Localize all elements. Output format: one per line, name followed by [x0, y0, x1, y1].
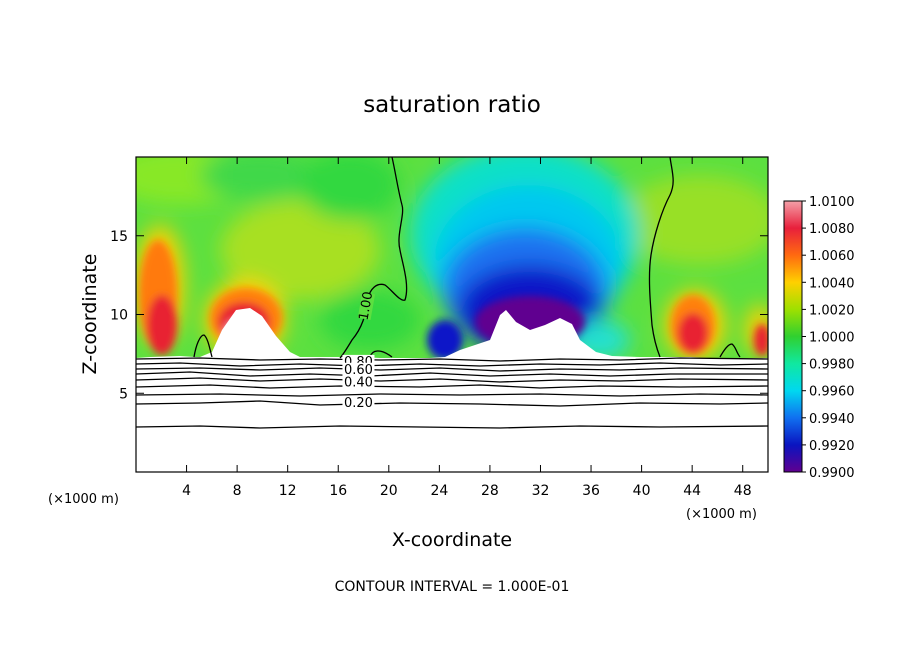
colorbar-label: 1.0100	[809, 195, 855, 210]
y-tick-label: 10	[110, 308, 128, 324]
colorbar-label: 1.0000	[809, 331, 855, 346]
x-tick-label: 32	[532, 483, 550, 499]
y-tick-label: 5	[119, 386, 128, 402]
x-tick-label: 28	[481, 483, 499, 499]
colorbar-label: 0.9980	[809, 358, 855, 373]
x-tick-label: 16	[329, 483, 347, 499]
contour-label-4: 0.20	[344, 396, 373, 411]
x-axis-ticks: 4 8 12 16 20 24 28 32 36 40 44 48	[182, 157, 752, 499]
white-terrain	[136, 308, 768, 472]
contour-label-bg-0	[357, 292, 376, 320]
colorbar-label: 0.9940	[809, 412, 855, 427]
y-axis-ticks: 5 10 15	[110, 229, 768, 402]
x-tick-label: 4	[182, 483, 191, 499]
x-tick-label: 24	[430, 483, 448, 499]
colorbar-label: 0.9960	[809, 385, 855, 400]
colorbar: 1.0100 1.0080 1.0060 1.0040 1.0020 1.0000 0.99…	[783, 195, 855, 481]
colorbar-label: 1.0080	[809, 222, 855, 237]
contour-label-bg-3	[342, 375, 375, 389]
contour-label-3: 0.40	[344, 375, 373, 390]
x-tick-label: 36	[582, 483, 600, 499]
colorbar-gradient	[783, 200, 803, 473]
colorbar-label: 1.0040	[809, 276, 855, 291]
x-axis-label: X-coordinate	[392, 529, 512, 551]
contour-label-2: 0.60	[344, 363, 373, 378]
colorbar-label: 0.9900	[809, 466, 855, 481]
x-tick-label: 48	[734, 483, 752, 499]
contour-label-bg-4	[342, 395, 375, 409]
contour-lines	[136, 157, 768, 429]
x-tick-label: 12	[279, 483, 297, 499]
y-tick-label: 15	[110, 229, 128, 245]
contour-labels: 1.000.800.600.400.20	[342, 290, 376, 411]
x-unit-left: (×1000 m)	[48, 492, 119, 507]
y-axis-label: Z-coordinate	[79, 254, 101, 375]
colorbar-label: 1.0060	[809, 249, 855, 264]
colorbar-labels: 1.0100 1.0080 1.0060 1.0040 1.0020 1.0000 0.99…	[802, 195, 855, 481]
colorbar-label: 1.0020	[809, 303, 855, 318]
x-tick-label: 44	[683, 483, 701, 499]
x-unit-right: (×1000 m)	[686, 507, 757, 522]
plot-area	[136, 157, 768, 472]
contour-label-bg-2	[342, 362, 375, 376]
colorbar-label: 0.9920	[809, 439, 855, 454]
contour-interval-note: CONTOUR INTERVAL = 1.000E-01	[335, 579, 570, 595]
chart-title: saturation ratio	[363, 92, 541, 118]
x-tick-label: 20	[380, 483, 398, 499]
contour-label-0: 1.00	[356, 290, 376, 321]
x-tick-label: 8	[233, 483, 242, 499]
x-tick-label: 40	[633, 483, 651, 499]
